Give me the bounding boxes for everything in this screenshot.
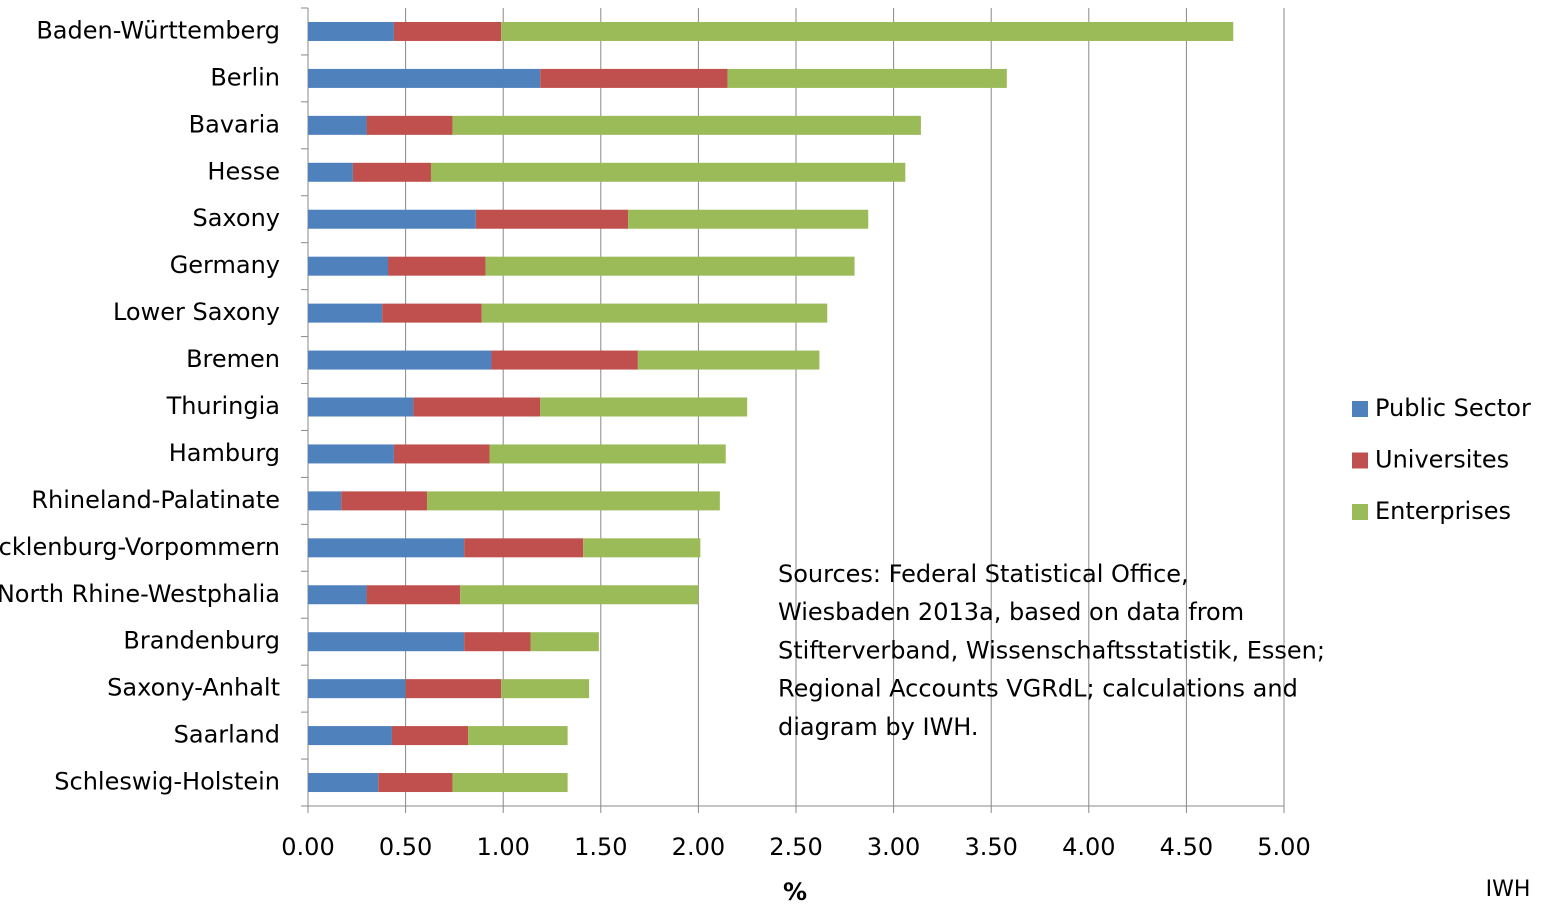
bar-segment: [308, 632, 465, 652]
x-tick-label: 0.50: [379, 833, 432, 861]
legend-swatch: [1352, 452, 1368, 469]
bar-segment: [308, 726, 392, 746]
annotation-line: Sources: Federal Statistical Office,: [778, 560, 1189, 588]
bar-segment: [452, 773, 568, 793]
bar-segment: [452, 115, 921, 135]
bar-segment: [475, 209, 629, 229]
bar-segment: [308, 679, 406, 699]
x-tick-label: 3.50: [964, 833, 1017, 861]
x-tick-label: 1.50: [574, 833, 627, 861]
annotation-line: Regional Accounts VGRdL; calculations an…: [778, 675, 1298, 703]
y-tick-label: Hamburg: [169, 439, 280, 467]
bar-segment: [366, 585, 461, 605]
bar-segment: [308, 350, 492, 370]
bar-segment: [405, 679, 502, 699]
bar-segment: [464, 632, 531, 652]
y-tick-label: Germany: [170, 251, 280, 279]
y-tick-label: Lower Saxony: [113, 298, 280, 326]
y-tick-label: Brandenburg: [123, 627, 280, 655]
x-tick-label: 5.00: [1257, 833, 1310, 861]
bar-segment: [308, 209, 476, 229]
y-tick-label: Bavaria: [189, 110, 280, 138]
x-tick-label: 2.00: [672, 833, 725, 861]
y-tick-label: Saxony: [192, 204, 280, 232]
bar-segment: [468, 726, 568, 746]
annotation-line: diagram by IWH.: [778, 713, 979, 741]
bar-segment: [393, 444, 490, 464]
bar-segment: [308, 115, 367, 135]
bar-segment: [501, 679, 590, 699]
bar-segment: [530, 632, 599, 652]
bar-segment: [540, 397, 748, 417]
bar-segment: [308, 538, 465, 558]
bar-segment: [308, 444, 394, 464]
x-axis-label: %: [783, 878, 807, 906]
x-tick-label: 4.50: [1160, 833, 1213, 861]
bar-segment: [308, 21, 394, 41]
bar-segment: [308, 585, 367, 605]
y-tick-label: Bremen: [186, 345, 280, 373]
bar-segment: [388, 256, 486, 276]
y-tick-label: Mecklenburg-Vorpommern: [0, 533, 280, 561]
bar-segment: [366, 115, 453, 135]
bar-segment: [430, 162, 906, 182]
x-tick-label: 0.00: [281, 833, 334, 861]
annotation-line: Stifterverband, Wissenschaftsstatistik, …: [778, 636, 1325, 664]
y-tick-label: Berlin: [210, 63, 280, 91]
y-tick-label: Thuringia: [166, 392, 280, 420]
bar-segment: [427, 491, 720, 511]
bar-segment: [628, 209, 869, 229]
bar-segment: [727, 68, 1007, 88]
bar-segment: [583, 538, 701, 558]
bar-segment: [540, 68, 728, 88]
annotation-line: Wiesbaden 2013a, based on data from: [778, 598, 1244, 626]
legend-swatch: [1352, 401, 1368, 417]
y-tick-label: Saxony-Anhalt: [107, 674, 280, 702]
y-tick-label: Schleswig-Holstein: [54, 768, 280, 796]
x-tick-label: 4.00: [1062, 833, 1115, 861]
y-tick-label: Saarland: [174, 721, 280, 749]
bar-segment: [308, 303, 383, 323]
bar-segment: [308, 256, 389, 276]
x-tick-label: 3.00: [867, 833, 920, 861]
bar-segment: [501, 21, 1234, 41]
legend-swatch: [1352, 504, 1368, 520]
bar-segment: [464, 538, 584, 558]
bar-segment: [308, 162, 353, 182]
bar-segment: [481, 303, 828, 323]
bar-segment: [491, 350, 638, 370]
bar-segment: [485, 256, 855, 276]
bar-segment: [308, 68, 541, 88]
y-tick-label: Baden-Württemberg: [36, 16, 280, 44]
bar-segment: [460, 585, 699, 605]
bar-segment: [489, 444, 726, 464]
credit: IWH: [1486, 877, 1531, 902]
legend-label: Public Sector: [1375, 394, 1531, 422]
bar-segment: [413, 397, 541, 417]
bar-segment: [378, 773, 453, 793]
bar-segment: [308, 773, 379, 793]
y-tick-label: Rhineland-Palatinate: [31, 486, 280, 514]
legend-label: Universites: [1375, 446, 1509, 474]
y-tick-label: North Rhine-Westphalia: [0, 580, 280, 608]
bar-segment: [341, 491, 428, 511]
bar-segment: [352, 162, 431, 182]
bar-segment: [308, 491, 342, 511]
y-tick-label: Hesse: [207, 157, 280, 185]
x-tick-label: 1.00: [476, 833, 529, 861]
bar-segment: [637, 350, 820, 370]
bar-segment: [308, 397, 414, 417]
bar-segment: [382, 303, 482, 323]
bar-segment: [391, 726, 469, 746]
bar-segment: [393, 21, 502, 41]
legend-label: Enterprises: [1375, 497, 1511, 525]
x-tick-label: 2.50: [769, 833, 822, 861]
